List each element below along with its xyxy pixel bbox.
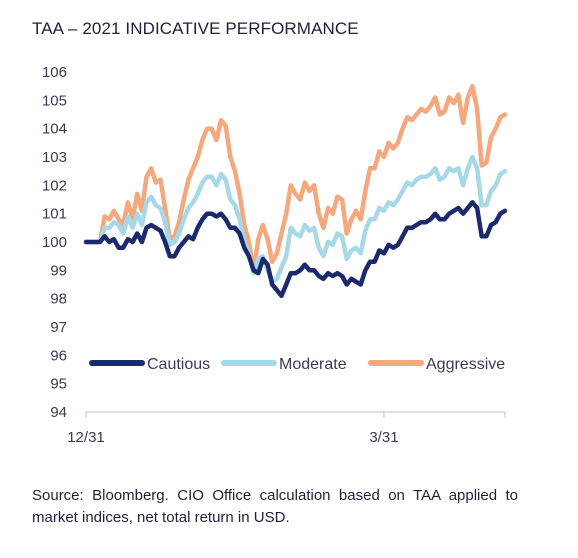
y-tick-label: 100 — [42, 234, 67, 251]
y-tick-label: 96 — [50, 347, 67, 364]
legend-label-aggressive: Aggressive — [426, 356, 505, 373]
y-tick-label: 95 — [50, 376, 67, 393]
legend: Cautious Moderate Aggressive — [89, 356, 505, 373]
legend-label-moderate: Moderate — [279, 356, 347, 373]
series-line-cautious — [83, 200, 508, 299]
y-tick-label: 103 — [42, 149, 67, 166]
line-chart: 94 95 96 97 98 99 100 101 102 103 104 105 106 12/31 3… — [42, 64, 508, 446]
series-line-aggressive — [83, 83, 508, 273]
chart-title: TAA – 2021 INDICATIVE PERFORMANCE — [32, 19, 359, 38]
legend-label-cautious: Cautious — [147, 356, 210, 373]
y-tick-label: 94 — [50, 404, 67, 421]
source-note: Source: Bloomberg. CIO Office calculatio… — [32, 487, 518, 526]
y-tick-label: 101 — [42, 206, 67, 223]
y-tick-label: 106 — [42, 64, 67, 81]
y-tick-label: 97 — [50, 319, 67, 336]
series-line-moderate — [83, 154, 508, 284]
y-tick-label: 104 — [42, 121, 67, 138]
y-tick-label: 98 — [50, 291, 67, 308]
y-tick-label: 102 — [42, 177, 67, 194]
y-axis: 94 95 96 97 98 99 100 101 102 103 104 105 106 — [42, 64, 67, 421]
series-lines — [83, 83, 508, 299]
y-tick-label: 99 — [50, 262, 67, 279]
x-tick-label: 3/31 — [369, 429, 398, 446]
y-tick-label: 105 — [42, 92, 67, 109]
x-tick-label: 12/31 — [67, 429, 105, 446]
x-axis: 12/31 3/31 — [67, 411, 506, 446]
